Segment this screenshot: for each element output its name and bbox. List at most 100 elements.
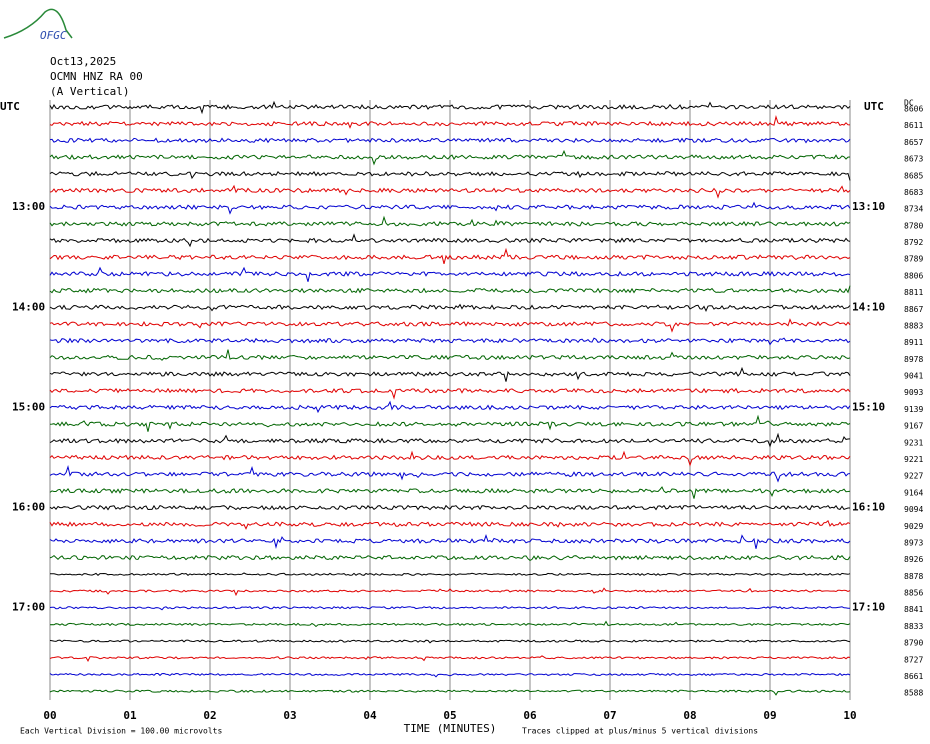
dc-value: 8685 — [904, 171, 923, 180]
trace — [49, 519, 851, 530]
dc-value: 8780 — [904, 221, 923, 230]
trace — [49, 201, 851, 215]
trace — [49, 137, 851, 144]
dc-value: 9221 — [904, 455, 923, 464]
dc-value: 8926 — [904, 555, 923, 564]
x-tick-label: 08 — [683, 709, 696, 722]
trace — [49, 100, 851, 115]
dc-value: 8978 — [904, 355, 923, 364]
trace — [49, 318, 851, 333]
trace — [49, 285, 851, 294]
dc-value: 8911 — [904, 338, 923, 347]
trace — [49, 233, 851, 248]
time-left: 15:00 — [12, 400, 45, 413]
dc-value: 8606 — [904, 105, 923, 114]
trace — [49, 303, 851, 313]
trace — [50, 572, 851, 576]
dc-value: 8611 — [904, 121, 923, 130]
time-right: 14:10 — [852, 300, 885, 313]
dc-value: 8973 — [904, 538, 923, 547]
header-line: Oct13,2025 — [50, 55, 116, 68]
time-right: 13:10 — [852, 200, 885, 213]
dc-value: 8588 — [904, 689, 923, 698]
dc-value: 9231 — [904, 438, 923, 447]
x-tick-label: 06 — [523, 709, 537, 722]
trace — [49, 639, 851, 644]
trace — [49, 337, 851, 346]
trace — [49, 504, 850, 511]
dc-value: 8727 — [904, 655, 923, 664]
dc-value: 8661 — [904, 672, 923, 681]
dc-value: 9227 — [904, 472, 923, 481]
dc-value: 9041 — [904, 372, 923, 381]
trace — [49, 464, 851, 483]
footer-left: Each Vertical Division = 100.00 microvol… — [20, 727, 222, 736]
dc-value: 8673 — [904, 155, 923, 164]
time-right: 15:10 — [852, 400, 885, 413]
trace — [49, 533, 851, 549]
time-left: 16:00 — [12, 501, 45, 514]
dc-value: 9139 — [904, 405, 923, 414]
time-right: 16:10 — [852, 501, 885, 514]
dc-value: 8792 — [904, 238, 923, 247]
x-tick-label: 10 — [843, 709, 856, 722]
trace — [49, 689, 851, 696]
time-left: 17:00 — [12, 601, 45, 614]
trace — [49, 366, 851, 382]
dc-value: 8883 — [904, 321, 923, 330]
dc-value: 8878 — [904, 572, 923, 581]
time-right: 17:10 — [852, 601, 885, 614]
dc-value: 8734 — [904, 205, 923, 214]
trace — [49, 655, 851, 662]
dc-value: 8856 — [904, 589, 923, 598]
utc-right: UTC — [864, 100, 884, 113]
utc-left: UTC — [0, 100, 20, 113]
trace — [49, 215, 851, 227]
x-tick-label: 00 — [43, 709, 56, 722]
dc-value: 8683 — [904, 188, 923, 197]
dc-value: 8790 — [904, 639, 923, 648]
trace — [49, 247, 851, 265]
trace — [49, 114, 851, 129]
dc-value: 8833 — [904, 622, 923, 631]
x-title: TIME (MINUTES) — [404, 722, 497, 735]
trace — [49, 450, 851, 467]
x-tick-label: 03 — [283, 709, 296, 722]
footer-right: Traces clipped at plus/minus 5 vertical … — [522, 727, 758, 736]
trace — [49, 170, 851, 181]
trace — [49, 149, 851, 166]
trace — [49, 587, 851, 597]
dc-value: 8806 — [904, 271, 923, 280]
x-tick-label: 07 — [603, 709, 616, 722]
trace — [49, 554, 851, 561]
time-left: 14:00 — [12, 300, 45, 313]
dc-value: 9094 — [904, 505, 923, 514]
trace — [49, 387, 851, 400]
trace — [49, 672, 851, 678]
x-tick-label: 02 — [203, 709, 216, 722]
dc-value: 9029 — [904, 522, 923, 531]
trace — [49, 432, 851, 448]
trace — [49, 486, 851, 499]
dc-value: 8867 — [904, 305, 923, 314]
dc-value: 9164 — [904, 488, 923, 497]
trace — [49, 606, 850, 611]
dc-value: 9167 — [904, 422, 923, 431]
x-tick-label: 01 — [123, 709, 137, 722]
x-tick-label: 04 — [363, 709, 377, 722]
dc-value: 9093 — [904, 388, 923, 397]
trace — [49, 414, 851, 432]
dc-value: 8657 — [904, 138, 923, 147]
trace — [49, 620, 851, 628]
logo-mark — [3, 8, 73, 39]
x-tick-label: 09 — [763, 709, 776, 722]
trace — [49, 349, 851, 361]
logo-text: OFGC — [40, 29, 67, 42]
dc-label: DC — [904, 99, 914, 108]
dc-value: 8789 — [904, 255, 923, 264]
x-tick-label: 05 — [443, 709, 456, 722]
dc-value: 8811 — [904, 288, 923, 297]
trace — [49, 266, 851, 282]
trace — [49, 184, 851, 199]
